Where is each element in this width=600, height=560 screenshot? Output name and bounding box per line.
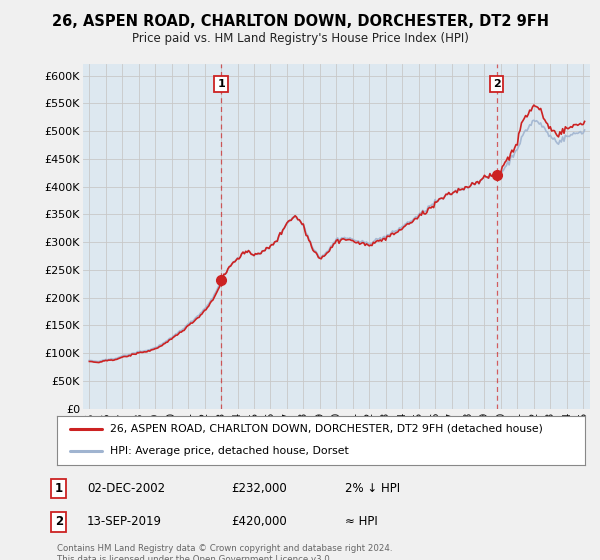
Text: Price paid vs. HM Land Registry's House Price Index (HPI): Price paid vs. HM Land Registry's House … [131,32,469,45]
Text: 26, ASPEN ROAD, CHARLTON DOWN, DORCHESTER, DT2 9FH: 26, ASPEN ROAD, CHARLTON DOWN, DORCHESTE… [52,14,548,29]
Text: ≈ HPI: ≈ HPI [345,515,378,529]
Text: 2% ↓ HPI: 2% ↓ HPI [345,482,400,495]
Text: Contains HM Land Registry data © Crown copyright and database right 2024.
This d: Contains HM Land Registry data © Crown c… [57,544,392,560]
Text: 13-SEP-2019: 13-SEP-2019 [87,515,162,529]
Text: 26, ASPEN ROAD, CHARLTON DOWN, DORCHESTER, DT2 9FH (detached house): 26, ASPEN ROAD, CHARLTON DOWN, DORCHESTE… [110,424,542,434]
Text: 1: 1 [217,79,225,89]
Text: 02-DEC-2002: 02-DEC-2002 [87,482,165,495]
Text: 2: 2 [55,515,63,529]
Text: £420,000: £420,000 [231,515,287,529]
Text: 2: 2 [493,79,500,89]
Text: £232,000: £232,000 [231,482,287,495]
Text: 1: 1 [55,482,63,495]
Text: HPI: Average price, detached house, Dorset: HPI: Average price, detached house, Dors… [110,446,349,456]
